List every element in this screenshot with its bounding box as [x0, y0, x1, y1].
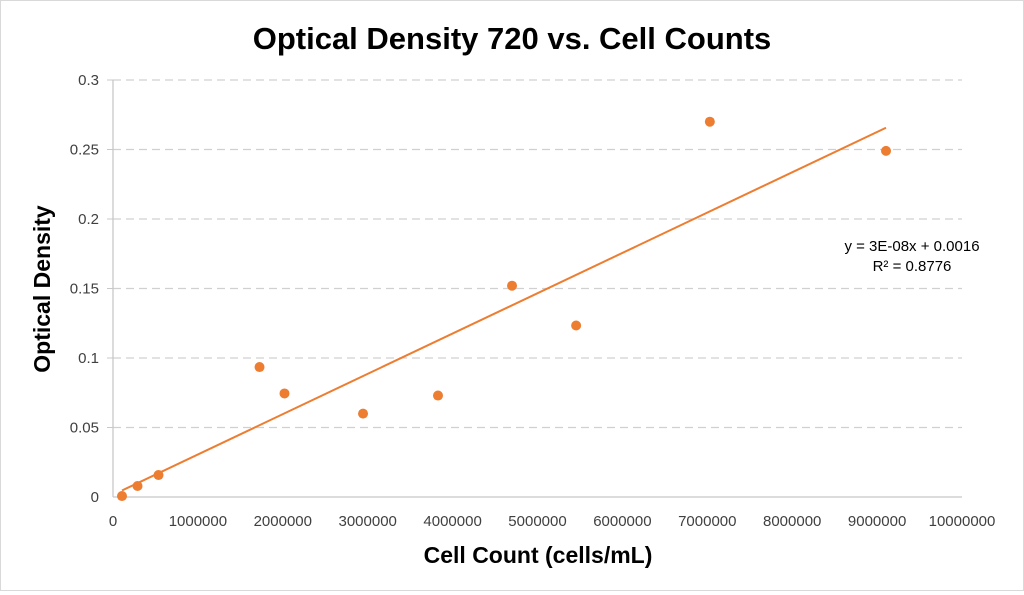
x-tick-label: 3000000: [338, 513, 396, 530]
data-point: [571, 320, 582, 331]
y-tick-label: 0: [91, 489, 99, 506]
data-point: [432, 390, 443, 401]
y-tick-label: 0.3: [78, 72, 99, 89]
data-points: [116, 116, 892, 502]
x-axis-title: Cell Count (cells/mL): [424, 542, 653, 568]
x-tick-label: 2000000: [254, 513, 312, 530]
gridlines: [113, 79, 962, 429]
axes: [107, 79, 962, 498]
x-tick-label: 6000000: [593, 513, 651, 530]
data-point: [279, 388, 290, 399]
x-tick-label: 7000000: [678, 513, 736, 530]
data-point: [881, 145, 892, 156]
data-point: [507, 280, 518, 291]
data-point: [704, 116, 715, 127]
trendline-group: [121, 126, 887, 492]
chart-title: Optical Density 720 vs. Cell Counts: [253, 21, 772, 56]
x-tick-label: 10000000: [929, 513, 996, 530]
x-tick-label: 5000000: [508, 513, 566, 530]
y-tick-label: 0.15: [70, 281, 99, 298]
trendline: [121, 126, 887, 492]
x-tick-label: 1000000: [169, 513, 227, 530]
trendline-r-squared: R² = 0.8776: [873, 258, 952, 275]
x-tick-label: 9000000: [848, 513, 906, 530]
data-point: [116, 491, 127, 502]
x-tick-labels: 0 1000000 2000000 3000000 4000000 5000000 6000…: [109, 513, 996, 530]
data-point: [153, 470, 164, 481]
y-tick-labels: 0 0.05 0.1 0.15 0.2 0.25 0.3: [70, 72, 99, 506]
y-tick-label: 0.1: [78, 350, 99, 367]
x-tick-label: 8000000: [763, 513, 821, 530]
y-axis-title: Optical Density: [29, 205, 55, 373]
x-tick-label: 0: [109, 513, 117, 530]
data-point: [132, 481, 143, 492]
x-tick-label: 4000000: [423, 513, 481, 530]
data-point: [254, 362, 265, 373]
trendline-equation: y = 3E-08x + 0.0016: [844, 238, 979, 255]
y-tick-label: 0.05: [70, 420, 99, 437]
data-point: [358, 408, 369, 419]
y-tick-label: 0.2: [78, 211, 99, 228]
y-tick-label: 0.25: [70, 142, 99, 159]
